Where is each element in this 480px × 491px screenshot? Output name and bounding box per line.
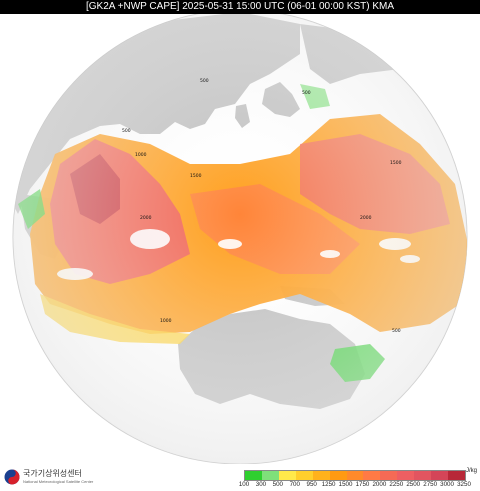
image-title: [GK2A +NWP CAPE] 2025-05-31 15:00 UTC (0…	[0, 0, 480, 14]
legend-footer: 국가기상위성센터 National Meteorological Satelli…	[0, 464, 480, 491]
legend-tick-label: 300	[255, 481, 267, 488]
legend-tick-label: 500	[272, 481, 284, 488]
cape-color-scale	[244, 470, 466, 481]
legend-color-swatch	[431, 471, 449, 480]
legend-tick-label: 2250	[389, 481, 404, 488]
legend-unit: J/kg	[466, 468, 478, 474]
contour-labels: 500 500 500 1000 1500 2000 2000 1500 100…	[122, 78, 402, 334]
legend-tick-label: 3000	[440, 481, 454, 488]
legend-tick-label: 1250	[321, 481, 336, 488]
contour-label: 1500	[390, 160, 402, 166]
legend-color-swatch	[329, 471, 347, 480]
kma-logo: 국가기상위성센터 National Meteorological Satelli…	[4, 468, 93, 488]
logo-name-korean: 국가기상위성센터	[23, 469, 82, 478]
legend-tick-label: 2000	[372, 481, 387, 488]
legend-color-swatch	[363, 471, 381, 480]
contour-label: 500	[122, 128, 131, 134]
legend-color-swatch	[448, 471, 465, 480]
legend-tick-label: 950	[306, 481, 317, 488]
legend-color-swatch	[295, 471, 313, 480]
legend-tick-label: 100	[238, 481, 250, 488]
legend-color-swatch	[397, 471, 415, 480]
legend-color-swatch	[312, 471, 330, 480]
legend-tick-label: 1500	[338, 481, 353, 488]
logo-name-english: National Meteorological Satellite Center	[23, 479, 94, 484]
legend-tick-label: 3250	[457, 481, 471, 488]
legend-color-swatch	[414, 471, 432, 480]
contour-label: 1500	[190, 173, 202, 179]
contour-label: 500	[392, 328, 401, 334]
legend-color-swatch	[380, 471, 398, 480]
contour-label: 1000	[160, 318, 172, 324]
legend-tick-label: 2500	[406, 481, 421, 488]
contour-label: 500	[200, 78, 209, 84]
legend-tick-labels: 100 300 500 700 950 1250 1500 1750 2000 2250 2500 2…	[237, 481, 477, 490]
legend-color-swatch	[346, 471, 364, 480]
legend-color-swatch	[261, 471, 279, 480]
contour-label: 500	[302, 90, 311, 96]
full-disk-map-svg: 500 500 500 1000 1500 2000 2000 1500 100…	[12, 9, 468, 465]
satellite-map: 500 500 500 1000 1500 2000 2000 1500 100…	[0, 9, 480, 465]
legend-color-swatch	[245, 471, 262, 480]
taegeuk-logo-icon	[4, 469, 20, 485]
contour-label: 2000	[140, 215, 152, 221]
legend-tick-label: 1750	[355, 481, 370, 488]
contour-label: 1000	[135, 152, 147, 158]
legend-tick-label: 700	[289, 481, 300, 488]
contour-label: 2000	[360, 215, 372, 221]
legend-color-swatch	[278, 471, 296, 480]
legend-tick-label: 2750	[423, 481, 438, 488]
